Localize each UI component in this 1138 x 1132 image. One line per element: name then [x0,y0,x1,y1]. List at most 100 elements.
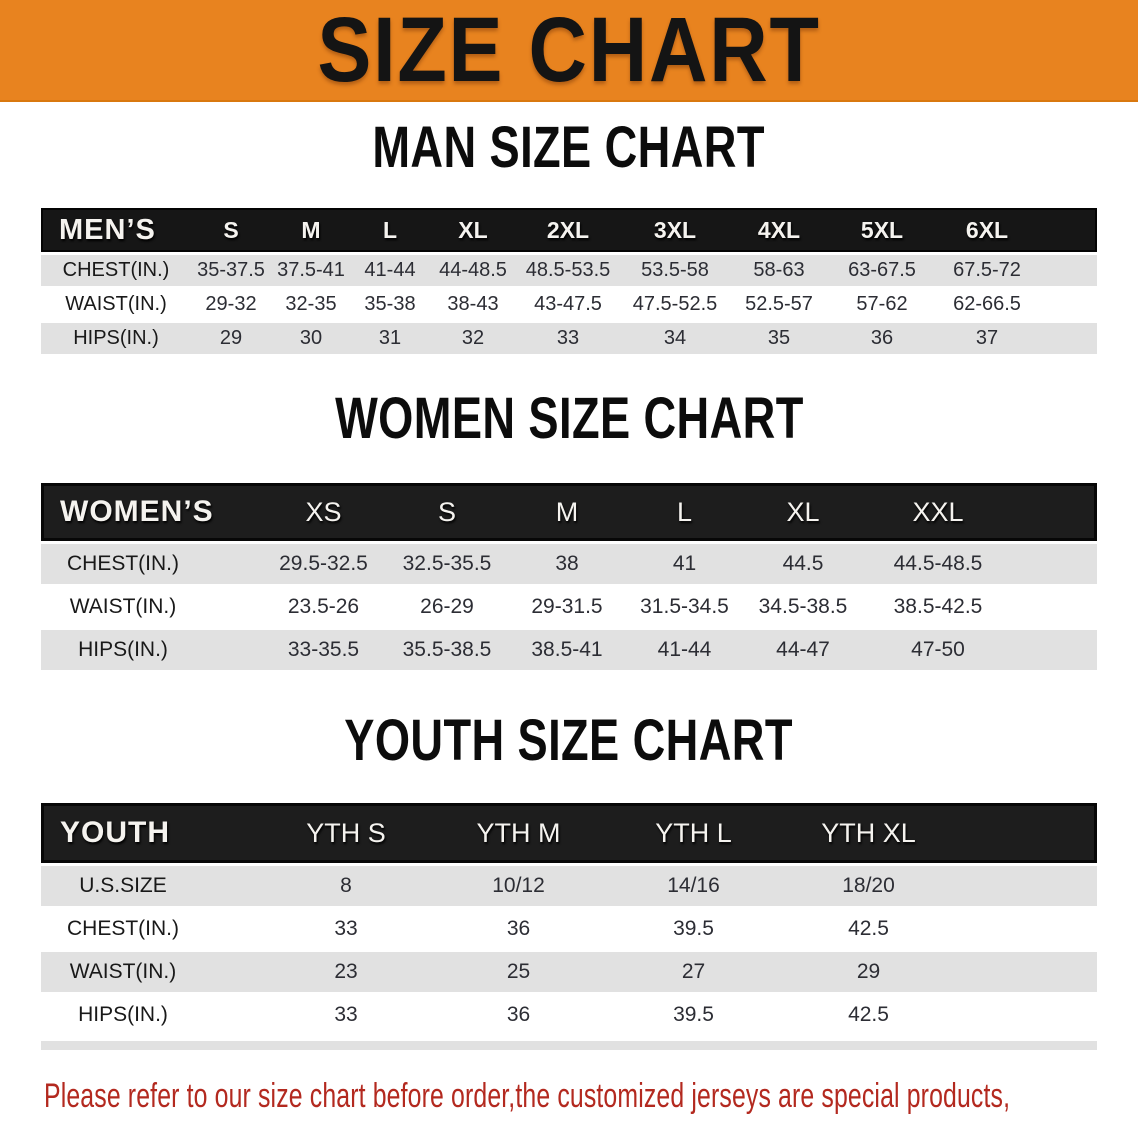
youth-table-bottom-strip [41,1041,1097,1050]
banner-title: SIZE CHART [317,0,821,101]
size-value-cell: 47-50 [863,630,1013,670]
size-value-cell: 33 [334,917,358,940]
row-label: WAIST(IN.) [69,595,177,618]
youth-column-header-yth-xl: YTH XL [781,803,956,863]
row-spacer [956,866,1097,906]
size-value-cell: 36 [827,323,937,354]
size-value-cell: 41 [626,544,743,584]
youth-section-title: YOUTH SIZE CHART [0,712,1138,780]
women-section-title-text: WOMEN SIZE CHART [334,386,804,451]
size-value-cell: 31 [351,323,429,354]
women-table-corner-label: WOMEN’S [41,483,261,541]
size-value-cell: 48.5-53.5 [517,255,619,286]
youth-column-header-yth-l: YTH L [606,803,781,863]
size-value-cell: 33 [334,1003,358,1026]
men-hips-row: HIPS(IN.) 29 30 31 32 33 34 35 36 37 [41,323,1097,354]
size-value-cell: 32.5-35.5 [386,544,508,584]
size-value-cell: 63-67.5 [827,255,937,286]
size-value-cell: 32-35 [285,293,337,315]
row-label: CHEST(IN.) [41,544,261,584]
men-chest-row: CHEST(IN.) 35-37.5 37.5-41 41-44 44-48.5… [41,255,1097,286]
size-value-cell: 62-66.5 [953,293,1021,315]
youth-column-header-yth-m: YTH M [431,803,606,863]
size-value-cell: 23.5-26 [287,595,360,618]
size-value-cell: 67.5-72 [937,255,1037,286]
size-value-cell: 29-31.5 [531,595,603,618]
size-value-cell: 35.5-38.5 [386,630,508,670]
row-label: WAIST(IN.) [65,293,167,315]
youth-ussize-row: U.S.SIZE 8 10/12 14/16 18/20 [41,866,1097,906]
size-value-cell: 58-63 [731,255,827,286]
women-waist-row: WAIST(IN.) 23.5-26 26-29 29-31.5 31.5-34… [41,587,1097,627]
row-label: U.S.SIZE [41,866,261,906]
women-column-header-xxl: XXL [863,483,1013,541]
size-value-cell: 39.5 [673,1003,714,1026]
row-label: CHEST(IN.) [67,917,179,940]
size-value-cell: 42.5 [848,1003,889,1026]
row-spacer [956,995,1097,1035]
women-column-header-xs: XS [261,483,386,541]
men-section-title-text: MAN SIZE CHART [372,115,766,180]
women-section-title: WOMEN SIZE CHART [0,386,1138,458]
disclaimer-line-1: Please refer to our size chart before or… [44,1077,1011,1115]
size-value-cell: 29 [191,323,271,354]
size-value-cell: 32 [429,323,517,354]
youth-hips-row: HIPS(IN.) 33 36 39.5 42.5 [41,995,1097,1035]
row-label: HIPS(IN.) [78,1003,168,1026]
row-spacer [1013,544,1097,584]
disclaimer-line-2: we don't accept cancel, change, teturn o… [44,1127,1138,1132]
size-value-cell: 27 [606,952,781,992]
size-value-cell: 33-35.5 [261,630,386,670]
size-value-cell: 57-62 [856,293,908,315]
men-column-header-3xl: 3XL [619,208,731,252]
size-value-cell: 34.5-38.5 [758,595,848,618]
size-value-cell: 31.5-34.5 [640,595,729,618]
size-value-cell: 30 [271,323,351,354]
men-header-spacer [1037,208,1097,252]
size-value-cell: 37 [937,323,1037,354]
size-value-cell: 29-32 [205,293,257,315]
row-label: HIPS(IN.) [41,630,261,670]
size-value-cell: 36 [506,917,531,940]
men-table-corner-label: MEN’S [41,208,191,252]
youth-size-table: YOUTH YTH S YTH M YTH L YTH XL U.S.SIZE … [41,800,1097,1038]
women-header-row: WOMEN’S XS S M L XL XXL [41,483,1097,541]
size-value-cell: 43-47.5 [534,293,602,315]
size-value-cell: 35 [731,323,827,354]
size-value-cell: 33 [517,323,619,354]
row-spacer [1013,587,1097,627]
women-column-header-m: M [508,483,626,541]
size-value-cell: 44.5-48.5 [863,544,1013,584]
size-value-cell: 35-37.5 [191,255,271,286]
size-value-cell: 44-48.5 [429,255,517,286]
size-value-cell: 44-47 [743,630,863,670]
youth-header-spacer [956,803,1097,863]
men-column-header-6xl: 6XL [937,208,1037,252]
size-value-cell: 25 [431,952,606,992]
size-value-cell: 23 [261,952,431,992]
size-value-cell: 26-29 [420,595,474,618]
size-value-cell: 8 [261,866,431,906]
size-value-cell: 47.5-52.5 [632,293,718,315]
size-value-cell: 37.5-41 [271,255,351,286]
youth-table-corner-label: YOUTH [41,803,261,863]
women-column-header-l: L [626,483,743,541]
row-label: HIPS(IN.) [41,323,191,354]
row-spacer [1037,289,1097,320]
size-value-cell: 36 [506,1003,531,1026]
size-value-cell: 34 [619,323,731,354]
men-column-header-4xl: 4XL [731,208,827,252]
disclaimer-note: Please refer to our size chart before or… [0,1072,1138,1132]
men-column-header-l: L [351,208,429,252]
size-value-cell: 41-44 [351,255,429,286]
youth-column-header-yth-s: YTH S [261,803,431,863]
size-value-cell: 38.5-42.5 [893,595,983,618]
size-value-cell: 42.5 [848,917,889,940]
youth-waist-row: WAIST(IN.) 23 25 27 29 [41,952,1097,992]
row-spacer [1013,630,1097,670]
women-column-header-s: S [386,483,508,541]
size-value-cell: 38-43 [447,293,499,315]
row-label: CHEST(IN.) [41,255,191,286]
size-value-cell: 35-38 [364,293,416,315]
row-spacer [956,909,1097,949]
